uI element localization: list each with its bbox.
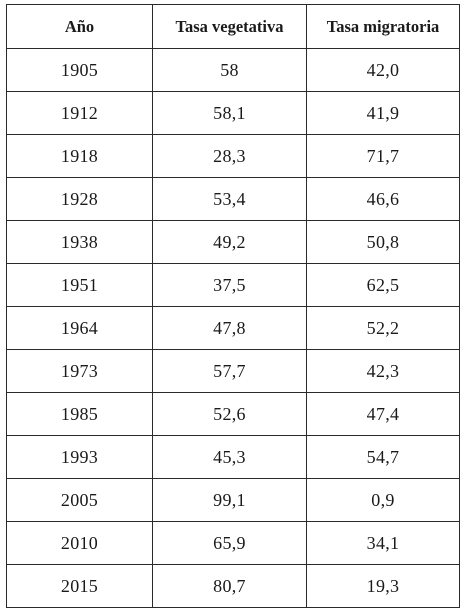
table-row: 1993 45,3 54,7 — [6, 435, 460, 479]
cell-natural-rate: 37,5 — [152, 263, 307, 307]
cell-year: 1928 — [6, 177, 153, 221]
cell-year: 2015 — [6, 564, 153, 608]
header-row: Año Tasa vegetativa Tasa migratoria — [6, 4, 460, 49]
cell-migration-rate: 0,9 — [306, 478, 460, 522]
cell-natural-rate: 65,9 — [152, 521, 307, 565]
cell-natural-rate: 58,1 — [152, 91, 307, 135]
cell-migration-rate: 34,1 — [306, 521, 460, 565]
cell-migration-rate: 46,6 — [306, 177, 460, 221]
table-row: 1951 37,5 62,5 — [6, 263, 460, 307]
table-row: 1973 57,7 42,3 — [6, 349, 460, 393]
cell-migration-rate: 42,3 — [306, 349, 460, 393]
table-row: 2010 65,9 34,1 — [6, 521, 460, 565]
cell-year: 1985 — [6, 392, 153, 436]
cell-migration-rate: 19,3 — [306, 564, 460, 608]
cell-natural-rate: 57,7 — [152, 349, 307, 393]
cell-natural-rate: 53,4 — [152, 177, 307, 221]
header-migration-rate: Tasa migratoria — [306, 4, 460, 49]
cell-migration-rate: 62,5 — [306, 263, 460, 307]
table-row: 1938 49,2 50,8 — [6, 220, 460, 264]
cell-year: 1993 — [6, 435, 153, 479]
cell-year: 1918 — [6, 134, 153, 178]
table-body: 1905 58 42,0 1912 58,1 41,9 1918 28,3 71… — [6, 48, 460, 608]
table-header: Año Tasa vegetativa Tasa migratoria — [6, 4, 460, 49]
cell-year: 1973 — [6, 349, 153, 393]
header-natural-rate: Tasa vegetativa — [152, 4, 307, 49]
table-row: 1918 28,3 71,7 — [6, 134, 460, 178]
cell-year: 1905 — [6, 48, 153, 92]
cell-natural-rate: 99,1 — [152, 478, 307, 522]
data-table: Año Tasa vegetativa Tasa migratoria 1905… — [6, 4, 460, 608]
cell-year: 1938 — [6, 220, 153, 264]
cell-year: 1951 — [6, 263, 153, 307]
table-row: 2015 80,7 19,3 — [6, 564, 460, 608]
cell-migration-rate: 50,8 — [306, 220, 460, 264]
header-year: Año — [6, 4, 153, 49]
cell-natural-rate: 49,2 — [152, 220, 307, 264]
cell-year: 1964 — [6, 306, 153, 350]
cell-migration-rate: 71,7 — [306, 134, 460, 178]
table-row: 2005 99,1 0,9 — [6, 478, 460, 522]
cell-year: 2005 — [6, 478, 153, 522]
table-row: 1985 52,6 47,4 — [6, 392, 460, 436]
table-row: 1912 58,1 41,9 — [6, 91, 460, 135]
cell-natural-rate: 28,3 — [152, 134, 307, 178]
cell-natural-rate: 80,7 — [152, 564, 307, 608]
table-row: 1905 58 42,0 — [6, 48, 460, 92]
cell-natural-rate: 58 — [152, 48, 307, 92]
cell-natural-rate: 47,8 — [152, 306, 307, 350]
cell-year: 2010 — [6, 521, 153, 565]
cell-natural-rate: 45,3 — [152, 435, 307, 479]
cell-migration-rate: 42,0 — [306, 48, 460, 92]
cell-migration-rate: 52,2 — [306, 306, 460, 350]
table-row: 1964 47,8 52,2 — [6, 306, 460, 350]
cell-migration-rate: 47,4 — [306, 392, 460, 436]
cell-migration-rate: 54,7 — [306, 435, 460, 479]
table-row: 1928 53,4 46,6 — [6, 177, 460, 221]
cell-natural-rate: 52,6 — [152, 392, 307, 436]
cell-year: 1912 — [6, 91, 153, 135]
cell-migration-rate: 41,9 — [306, 91, 460, 135]
